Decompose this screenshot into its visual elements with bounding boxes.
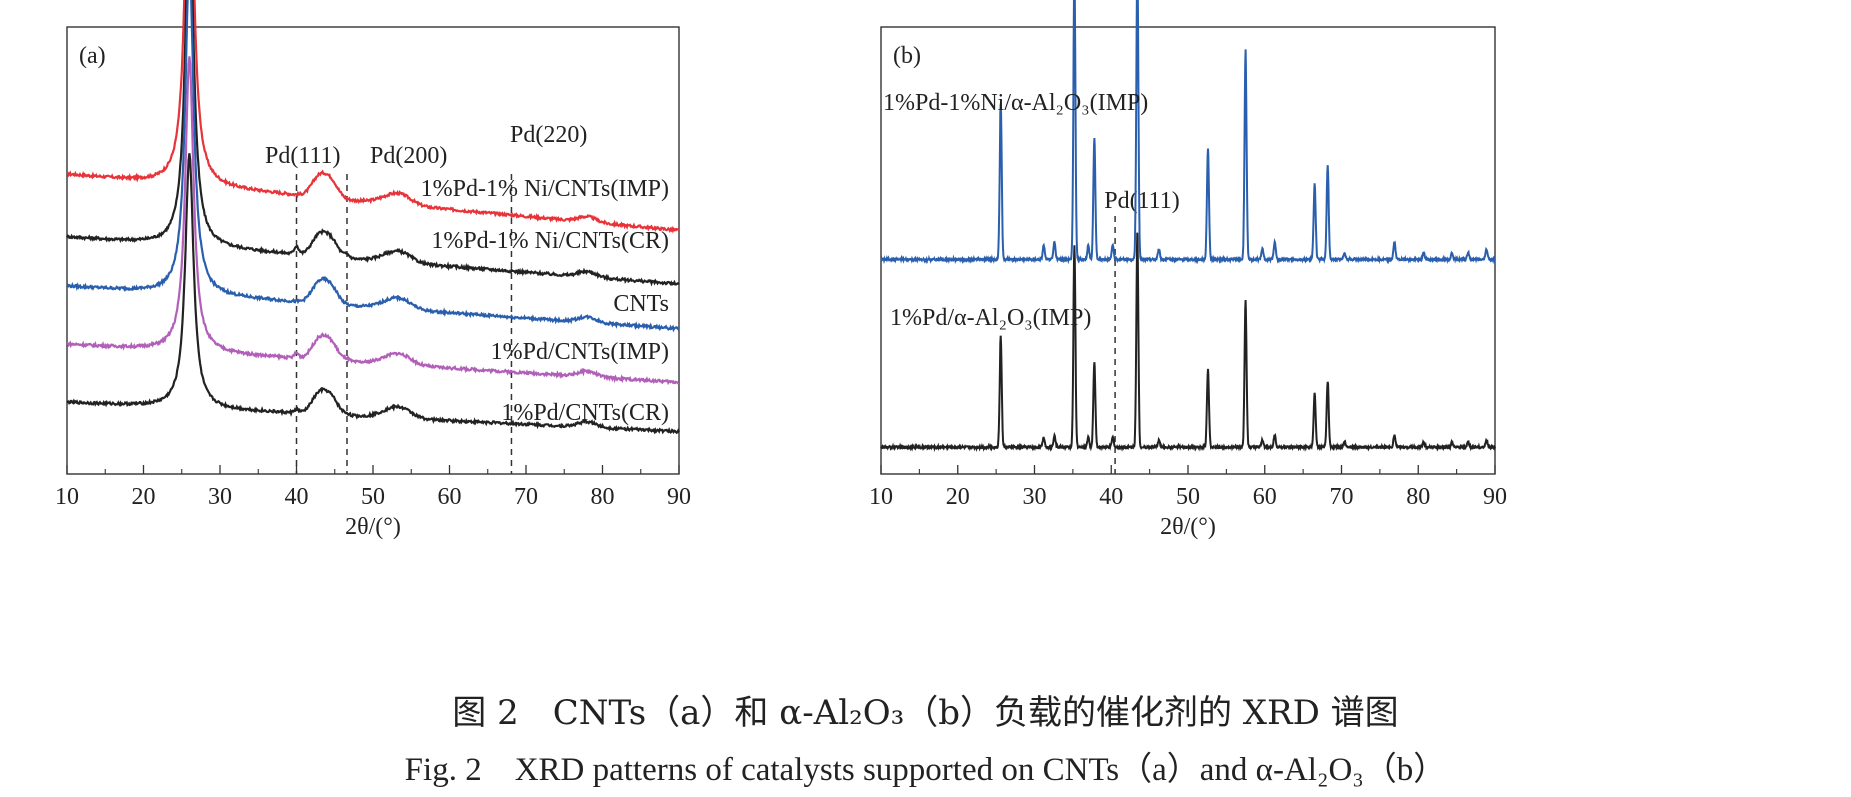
x-tick-label: 50	[361, 484, 385, 510]
series-line	[66, 56, 680, 386]
x-tick-label: 40	[285, 484, 309, 510]
series-line	[880, 232, 1496, 453]
x-tick-label: 90	[1483, 484, 1507, 510]
x-tick-label: 80	[591, 484, 615, 510]
x-tick-label: 90	[667, 484, 691, 510]
x-tick-label: 20	[946, 484, 970, 510]
series-label: 1%Pd/CNTs(CR)	[501, 400, 669, 426]
x-axis-label: 2θ/(°)	[1160, 514, 1216, 540]
series-line	[66, 153, 680, 435]
x-axis-label: 2θ/(°)	[345, 514, 401, 540]
series-label: CNTs	[613, 291, 669, 317]
x-tick-label: 30	[208, 484, 232, 510]
figure-caption-english: Fig. 2 XRD patterns of catalysts support…	[404, 752, 1447, 788]
x-tick-label: 10	[55, 484, 79, 510]
figure-caption-chinese: 图 2 CNTs（a）和 α-Al₂O₃（b）负载的催化剂的 XRD 谱图	[452, 693, 1399, 733]
x-tick-label: 10	[869, 484, 893, 510]
reference-line-label: Pd(111)	[1104, 188, 1180, 214]
x-tick-label: 60	[438, 484, 462, 510]
series-label: 1%Pd/CNTs(IMP)	[491, 339, 669, 365]
xrd-figure: 10 20 30 40 50 60 70 80 90 2θ/(°) (a) Pd(111) Pd(200…	[55, 0, 1507, 540]
x-tick-label: 80	[1406, 484, 1430, 510]
x-tick-label: 20	[132, 484, 156, 510]
panel-a-chart: 10 20 30 40 50 60 70 80 90 2θ/(°) (a) Pd(111) Pd(200…	[55, 0, 691, 540]
reference-line-label: Pd(220)	[510, 122, 587, 148]
x-tick-label: 50	[1176, 484, 1200, 510]
x-tick-label: 70	[514, 484, 538, 510]
series-label: 1%Pd-1%Ni/α-Al₂O₃(IMP)	[883, 90, 1148, 116]
series-line	[65, 0, 680, 287]
x-tick-label: 40	[1099, 484, 1123, 510]
panel-label: (a)	[79, 43, 106, 69]
series-line	[66, 0, 680, 333]
panel-b-chart: 10 20 30 40 50 60 70 80 90 2θ/(°) (b) Pd(111) 1%Pd-1…	[869, 0, 1507, 540]
x-tick-label: 30	[1023, 484, 1047, 510]
series-label: 1%Pd/α-Al₂O₃(IMP)	[890, 305, 1091, 331]
reference-line-label: Pd(111)	[265, 143, 341, 169]
x-tick-label: 60	[1253, 484, 1277, 510]
series-line	[66, 0, 680, 234]
reference-line-label: Pd(200)	[370, 143, 447, 169]
series-label: 1%Pd-1% Ni/CNTs(IMP)	[421, 176, 669, 202]
x-tick-label: 70	[1330, 484, 1354, 510]
series-label: 1%Pd-1% Ni/CNTs(CR)	[431, 228, 669, 254]
panel-label: (b)	[893, 43, 921, 69]
series-line	[880, 0, 1496, 265]
